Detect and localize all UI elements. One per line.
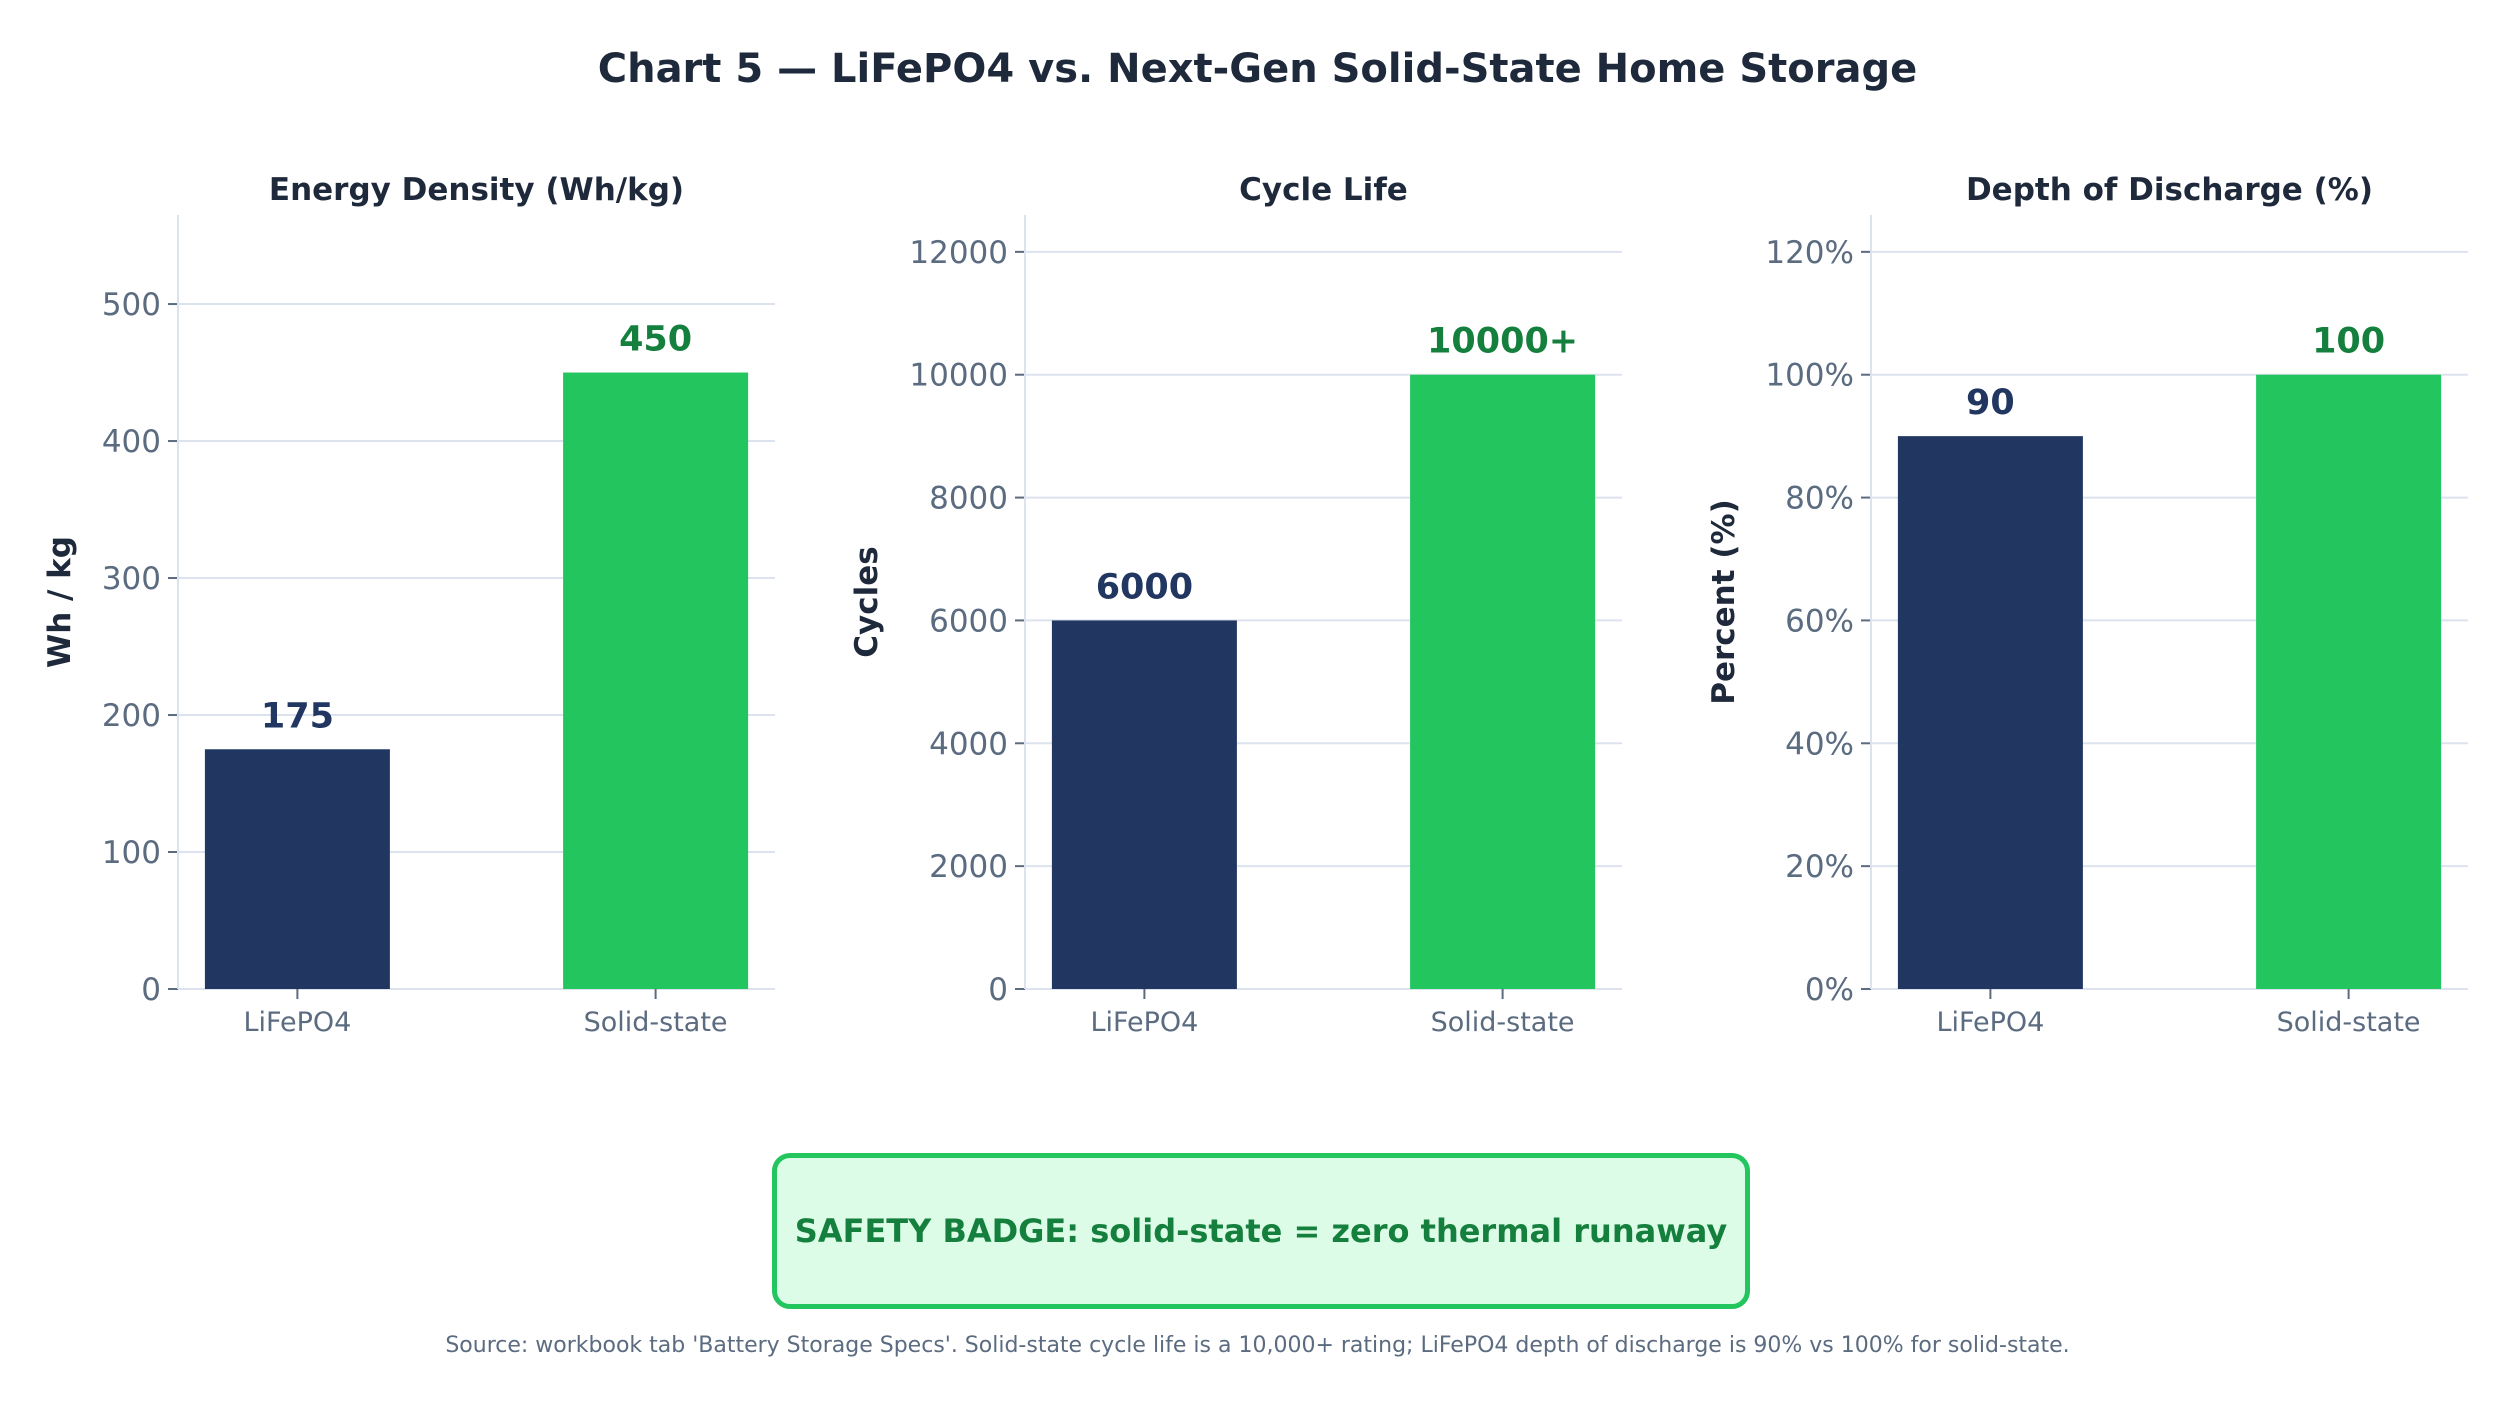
source-note: Source: workbook tab 'Battery Storage Sp…: [445, 1333, 2070, 1358]
y-tick-label: 0: [988, 972, 1008, 1008]
chart-title: Chart 5 — LiFePO4 vs. Next-Gen Solid-Sta…: [597, 46, 1918, 92]
bar: [204, 749, 390, 989]
y-tick-label: 200: [102, 698, 161, 734]
x-tick-label: Solid-state: [1431, 1007, 1575, 1038]
y-tick-label: 120%: [1765, 235, 1854, 271]
y-tick-label: 20%: [1785, 849, 1854, 885]
y-tick-label: 300: [102, 561, 161, 597]
y-tick-label: 0%: [1805, 972, 1854, 1008]
bar: [1410, 374, 1596, 989]
x-tick-label: LiFePO4: [243, 1007, 351, 1038]
y-tick-label: 10000: [909, 358, 1008, 394]
bar-value-label: 10000+: [1427, 322, 1578, 362]
x-tick-label: Solid-state: [2277, 1007, 2421, 1038]
x-tick-label: LiFePO4: [1936, 1007, 2044, 1038]
panel-title: Cycle Life: [1239, 172, 1408, 208]
y-tick-label: 4000: [929, 726, 1008, 762]
y-tick-label: 400: [102, 424, 161, 460]
y-tick-label: 500: [102, 287, 161, 323]
y-tick-label: 100%: [1765, 358, 1854, 394]
y-tick-label: 40%: [1785, 726, 1854, 762]
bar-value-label: 6000: [1096, 567, 1193, 607]
y-tick-label: 12000: [909, 235, 1008, 271]
bar-value-label: 175: [261, 696, 334, 736]
y-tick-label: 2000: [929, 849, 1008, 885]
y-tick-label: 80%: [1785, 481, 1854, 517]
y-tick-label: 100: [102, 835, 161, 871]
y-tick-label: 8000: [929, 481, 1008, 517]
bar: [1897, 436, 2083, 990]
safety-badge-text: SAFETY BADGE: solid-state = zero thermal…: [794, 1212, 1728, 1250]
y-axis-label: Percent (%): [1706, 499, 1742, 705]
y-tick-label: 6000: [929, 603, 1008, 639]
x-tick-label: Solid-state: [584, 1007, 728, 1038]
bar: [563, 372, 749, 990]
bar: [2256, 374, 2442, 989]
y-tick-label: 60%: [1785, 603, 1854, 639]
bar: [1051, 620, 1237, 989]
x-tick-label: LiFePO4: [1090, 1007, 1198, 1038]
y-axis-label: Wh / kg: [42, 536, 78, 668]
bar-value-label: 90: [1966, 383, 2015, 423]
panel-title: Depth of Discharge (%): [1966, 172, 2373, 208]
bar-value-label: 100: [2312, 322, 2385, 362]
safety-badge: SAFETY BADGE: solid-state = zero thermal…: [772, 1153, 1750, 1309]
y-tick-label: 0: [141, 972, 161, 1008]
y-axis-label: Cycles: [849, 546, 885, 657]
bar-value-label: 450: [619, 320, 692, 360]
panel-title: Energy Density (Wh/kg): [269, 172, 684, 208]
